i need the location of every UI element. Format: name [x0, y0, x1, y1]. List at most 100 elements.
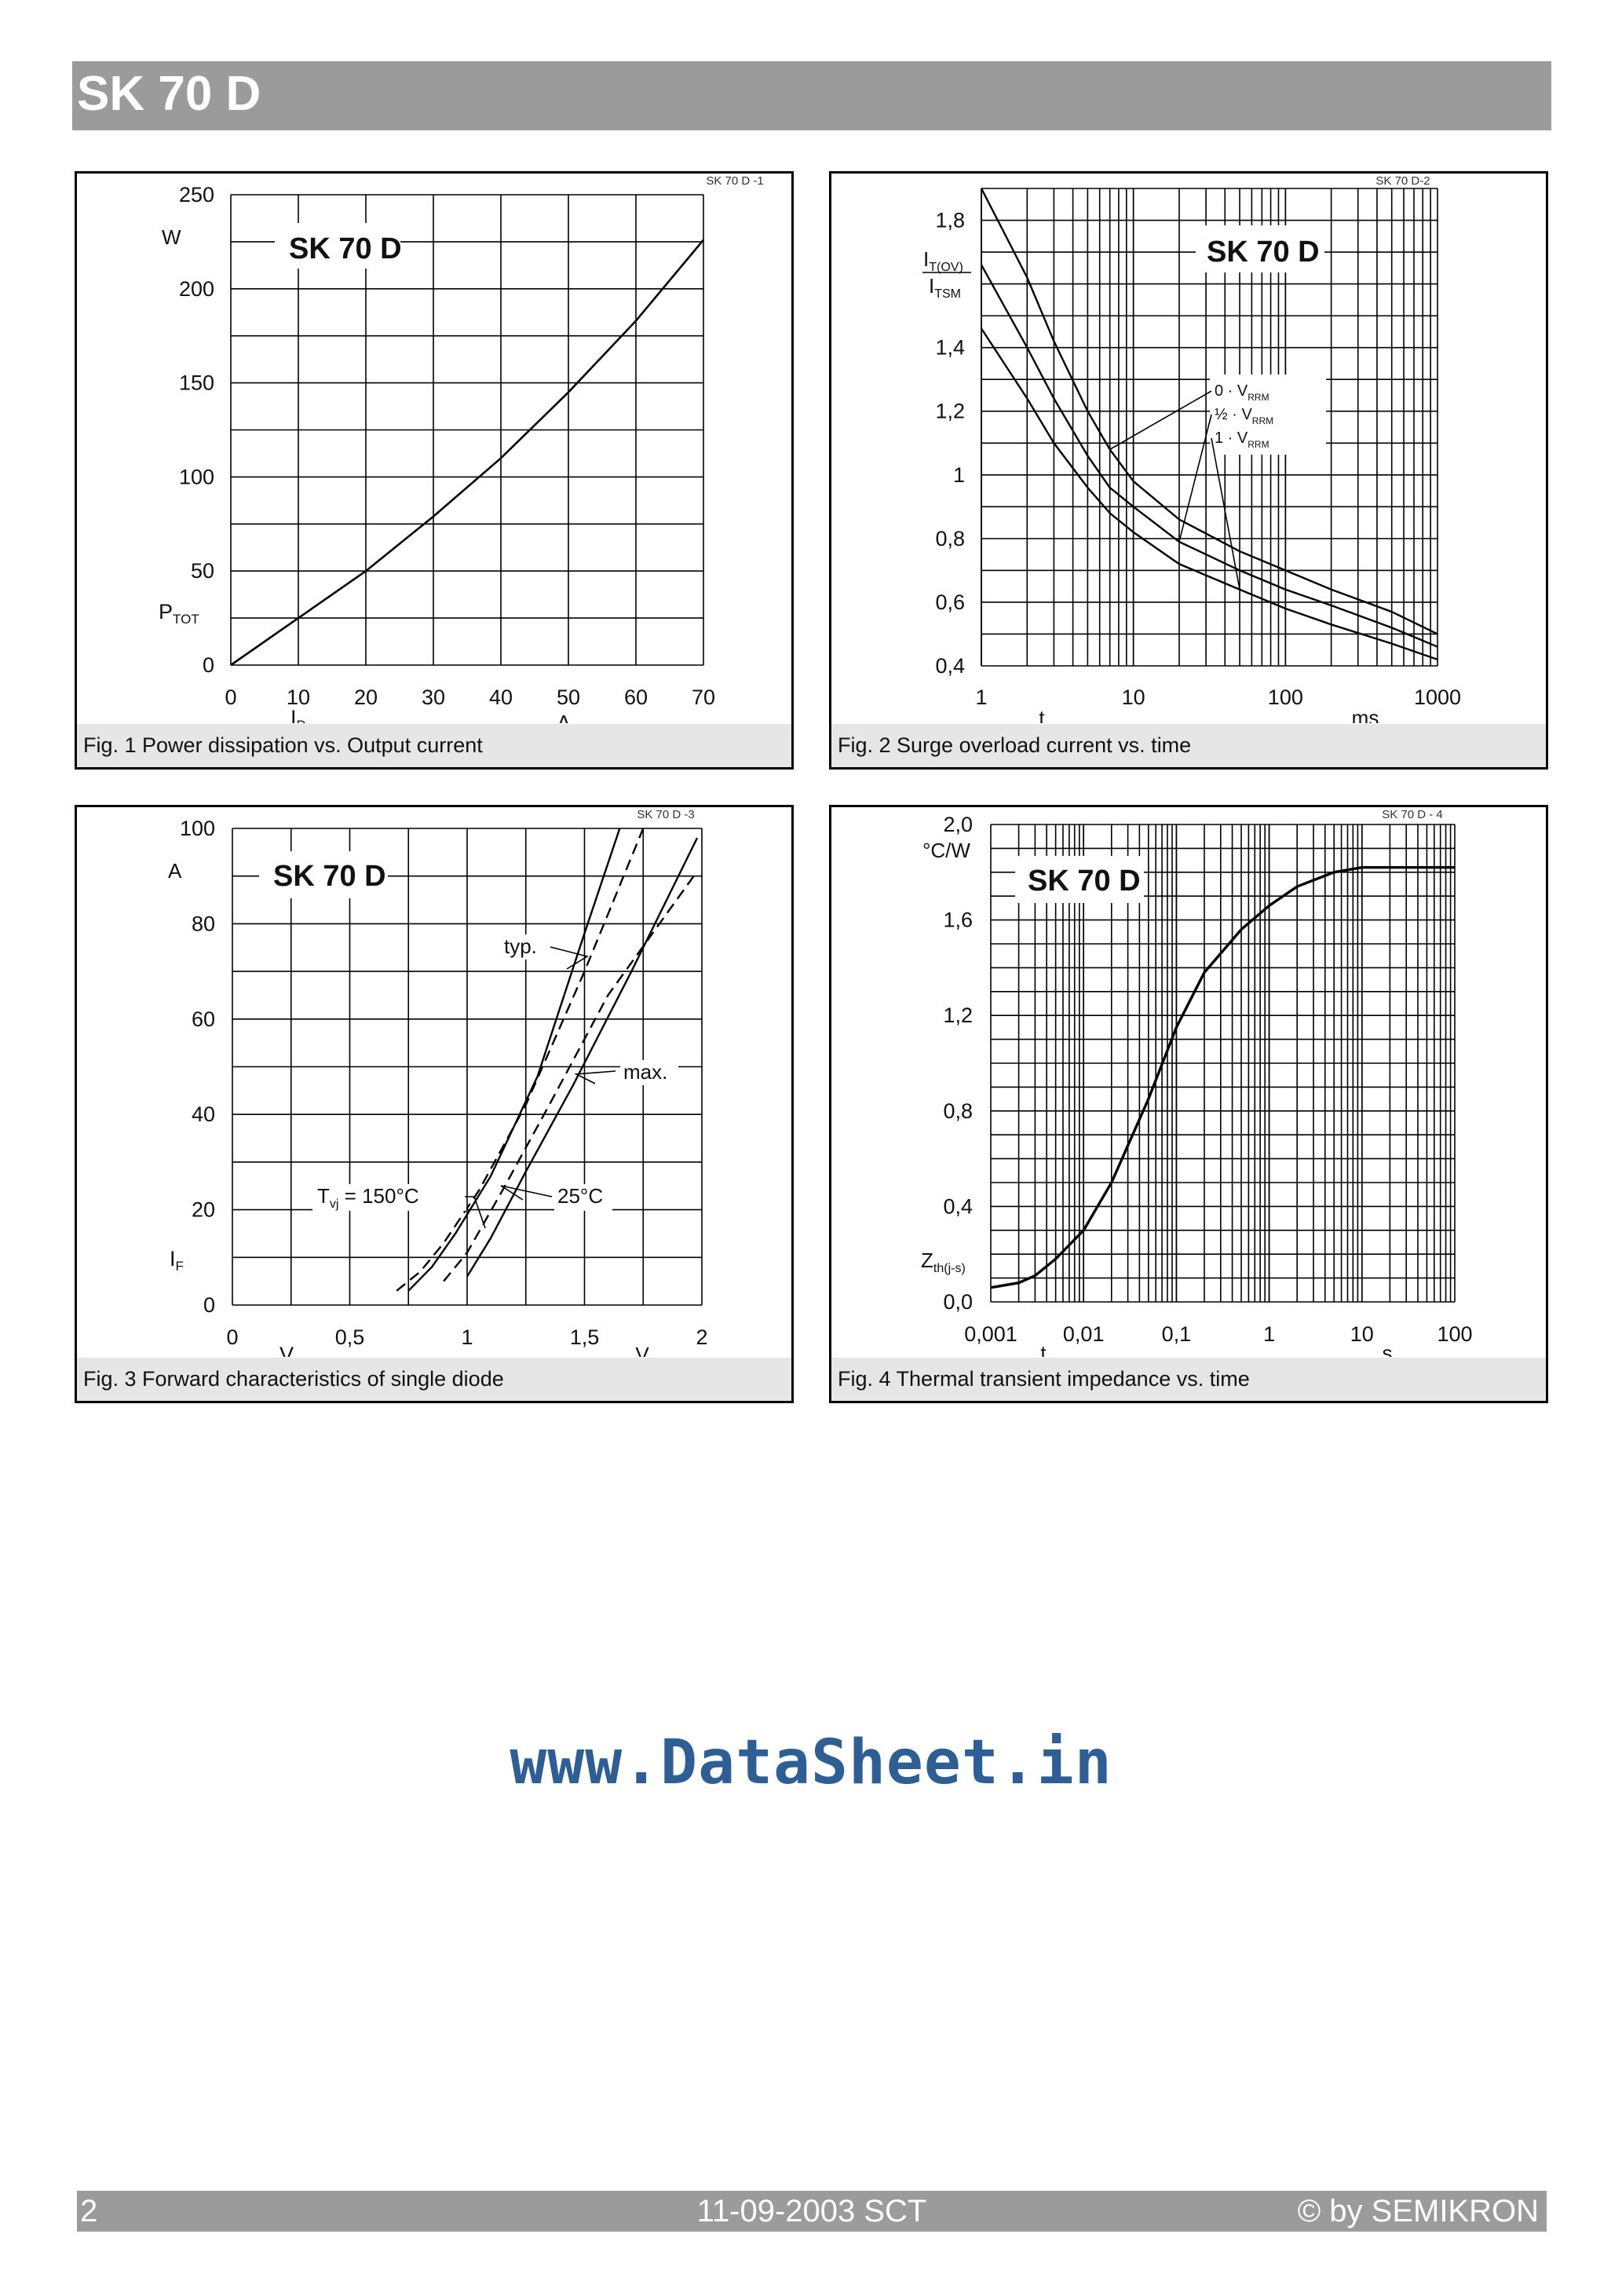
fig4-figure-code: SK 70 D - 4 — [1382, 808, 1443, 821]
fig3-ann-25-leader — [500, 1185, 553, 1201]
fig2-x-unit: ms — [1352, 706, 1379, 723]
fig3-ann-typ-leader — [550, 946, 590, 970]
fig4-y-tick-label: 1,6 — [943, 909, 973, 932]
fig1-x-tick-label: 60 — [624, 686, 648, 709]
fig3-x-tick-label: 2 — [696, 1325, 707, 1349]
header-bar: SK 70 D — [72, 61, 1551, 130]
fig2-legend-background — [1210, 375, 1326, 455]
fig3-y-tick-label: 60 — [192, 1007, 215, 1031]
fig1-series-line — [230, 239, 704, 667]
fig3-ann-max-leader — [574, 1070, 616, 1084]
fig2-x-tick-label: 1000 — [1414, 686, 1461, 709]
fig1-y-tick-label: 250 — [179, 183, 214, 207]
fig3-y-tick-label: 100 — [180, 817, 215, 840]
fig2-y-tick-label: 1 — [953, 463, 965, 487]
figure-1-panel: 0 10 20 30 40 50 60 70 0 50 100 150 200 250 W PTOT ID A SK… — [75, 171, 794, 770]
fig3-series-line-0 — [407, 828, 621, 1292]
fig3-ann-t150-leader — [465, 1196, 486, 1229]
figure-2-caption: Fig. 2 Surge overload current vs. time — [831, 724, 1546, 767]
fig1-figure-code: SK 70 D -1 — [706, 174, 763, 188]
fig4-x-unit: s — [1383, 1341, 1393, 1357]
fig3-y-tick-label: 80 — [192, 912, 215, 935]
figure-1-caption: Fig. 1 Power dissipation vs. Output curr… — [77, 724, 791, 767]
fig4-x-tick-label: 10 — [1350, 1322, 1374, 1346]
fig1-grid — [230, 194, 704, 666]
fig2-y-symbol-numerator: IT(OV) — [923, 247, 963, 274]
fig3-x-tick-label: 0,5 — [335, 1325, 365, 1349]
fig3-x-unit: V — [635, 1343, 649, 1357]
fig4-x-tick-label: 100 — [1437, 1322, 1472, 1346]
fig3-series-line-2 — [466, 837, 699, 1278]
fig2-y-tick-label: 1,2 — [935, 400, 965, 423]
fig1-x-tick-label: 0 — [225, 686, 236, 709]
figure-1-chart: 0 10 20 30 40 50 60 70 0 50 100 150 200 250 W PTOT ID A SK… — [159, 174, 764, 723]
fig2-y-symbol-denominator: ITSM — [929, 274, 961, 301]
fig2-series-line-1 — [980, 264, 1438, 648]
footer-bar: 2 11-09-2003 SCT © by SEMIKRON — [77, 2191, 1547, 2232]
fig1-y-unit: W — [162, 225, 181, 249]
fig1-y-tick-label: 200 — [179, 277, 214, 301]
fig1-y-tick-label: 50 — [191, 559, 214, 583]
fig4-y-tick-label: 0,4 — [943, 1194, 973, 1218]
fig3-y-tick-label: 40 — [192, 1102, 215, 1126]
fig1-x-tick-label: 20 — [354, 686, 378, 709]
fig2-x-symbol: t — [1039, 706, 1045, 723]
figure-3-chart: 00,511,52020406080100AIFVFVSK 70 D -3SK … — [168, 808, 708, 1357]
fig3-annotation-typ: typ. — [504, 934, 537, 958]
fig3-annotation-max: max. — [623, 1060, 667, 1084]
fig1-y-tick-label: 100 — [179, 465, 214, 488]
fig1-x-tick-label: 30 — [422, 686, 445, 709]
figure-4-panel: 0,001 0,01 0,1 1 10 100 0,0 0,4 0,8 1,2 1,6 2,0 °C/W… — [829, 805, 1548, 1403]
figure-2-chart: 1 10 100 1000 0,4 0,6 0,8 1 1,2 1,4 1,8 IT(OV)ITSM t… — [922, 174, 1461, 723]
fig4-grid — [990, 824, 1456, 1303]
fig2-legend-leader-2 — [1211, 437, 1240, 590]
fig3-annotation-tvj-150: Tvj = 150°C — [317, 1184, 419, 1211]
fig1-y-tick-label: 0 — [203, 653, 214, 677]
fig1-x-tick-label: 50 — [557, 686, 580, 709]
fig4-label-background — [1015, 856, 1144, 903]
figure-4-chart: 0,001 0,01 0,1 1 10 100 0,0 0,4 0,8 1,2 1,6 2,0 °C/W… — [921, 808, 1473, 1357]
fig3-figure-code: SK 70 D -3 — [637, 808, 694, 821]
watermark-text: www.DataSheet.in — [510, 1727, 1112, 1798]
figure-3-caption: Fig. 3 Forward characteristics of single… — [77, 1358, 791, 1401]
fig2-x-tick-label: 1 — [975, 686, 987, 709]
fig2-x-tick-label: 100 — [1268, 686, 1303, 709]
fig4-x-tick-label: 0,001 — [964, 1322, 1017, 1346]
fig1-y-symbol: PTOT — [159, 600, 199, 627]
figure-4-caption: Fig. 4 Thermal transient impedance vs. t… — [831, 1358, 1546, 1401]
fig4-y-tick-label: 0,0 — [943, 1290, 973, 1314]
fig2-series-line-0 — [980, 188, 1438, 635]
fig2-y-tick-label: 1,4 — [935, 336, 965, 360]
fig4-x-tick-label: 0,1 — [1162, 1322, 1192, 1346]
fig4-device-label: SK 70 D — [1028, 865, 1141, 898]
fig3-y-symbol: IF — [170, 1247, 184, 1274]
fig3-x-symbol: VF — [279, 1343, 301, 1357]
fig4-y-tick-label: 0,8 — [943, 1099, 973, 1123]
fig2-y-tick-label: 1,8 — [935, 209, 965, 232]
fig4-x-tick-label: 0,01 — [1063, 1322, 1105, 1346]
fig4-x-symbol: t — [1040, 1341, 1047, 1357]
fig1-x-tick-label: 40 — [489, 686, 513, 709]
fig2-legend-leader-0 — [1109, 390, 1212, 451]
fig3-ann-t150-background — [312, 1184, 466, 1211]
page-title: SK 70 D — [77, 67, 261, 121]
fig2-y-tick-label: 0,6 — [935, 590, 965, 614]
fig3-series-line-3 — [443, 870, 698, 1282]
fig2-figure-code: SK 70 D-2 — [1375, 174, 1430, 188]
fig3-ann-25-background — [554, 1184, 612, 1211]
footer-copyright: © by SEMIKRON — [1297, 2194, 1539, 2228]
fig2-series-line-2 — [980, 327, 1438, 661]
fig2-legend-entry-2: 1 · VRRM — [1215, 430, 1269, 450]
fig3-y-unit: A — [168, 859, 182, 883]
fig2-legend-leader-1 — [1178, 414, 1212, 543]
fig3-ann-max-background — [620, 1060, 678, 1085]
fig1-y-tick-label: 150 — [179, 371, 214, 395]
fig1-device-label: SK 70 D — [289, 232, 402, 265]
fig2-legend-entry-0: 0 · VRRM — [1215, 382, 1269, 403]
fig3-y-tick-label: 0 — [203, 1293, 215, 1317]
fig3-ann-typ-background — [501, 934, 545, 960]
fig3-annotation-25c: 25°C — [557, 1184, 603, 1208]
fig1-x-tick-label: 70 — [692, 686, 715, 709]
footer-date: 11-09-2003 SCT — [696, 2194, 927, 2228]
footer-page-number: 2 — [80, 2194, 98, 2228]
